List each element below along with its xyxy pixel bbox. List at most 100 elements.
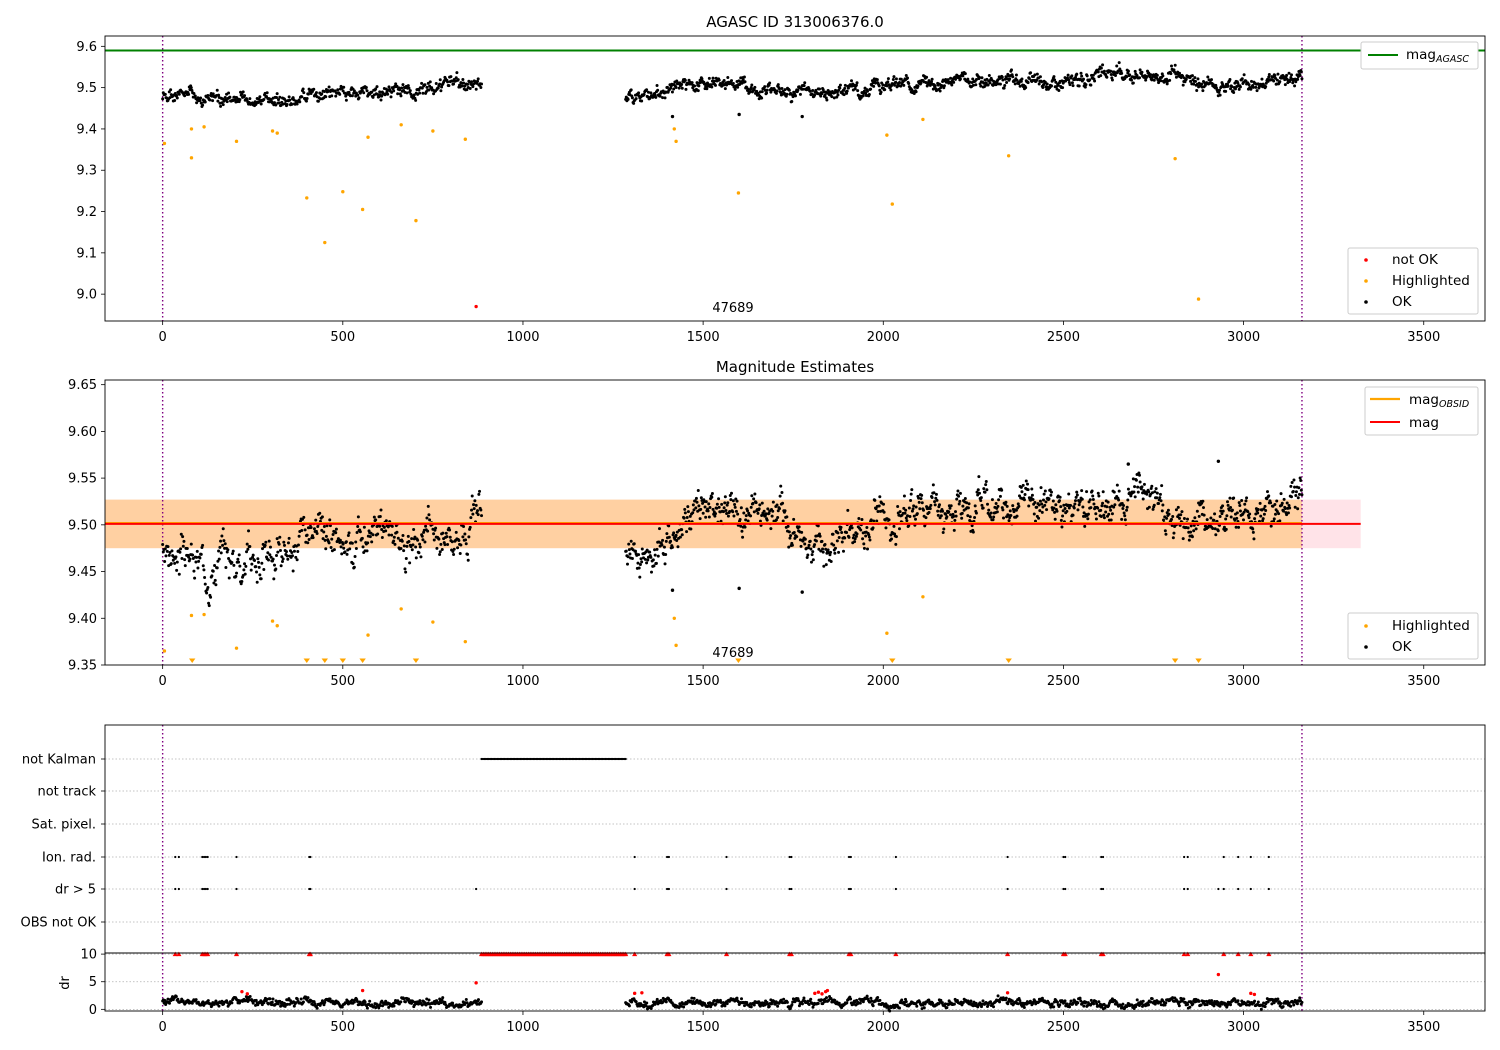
panel1-point-ok	[1275, 78, 1279, 82]
panel2-point-ok	[683, 511, 687, 515]
panel2-point-ok	[682, 516, 686, 520]
panel4-point-ok	[1082, 1004, 1086, 1008]
panel1-point-ok	[1120, 71, 1124, 75]
panel2-point-ok	[1094, 517, 1098, 521]
panel4-point-ok	[1210, 999, 1214, 1003]
panel2-point-ok	[655, 547, 659, 551]
panel2-point-ok	[857, 517, 861, 521]
panel2-point-ok	[778, 494, 782, 498]
panel1-point-ok	[1070, 74, 1074, 78]
panel2-point-ok	[979, 496, 983, 500]
panel2-point-ok	[173, 561, 177, 565]
panel1-point-ok	[632, 101, 636, 105]
panel2-point-ok	[860, 518, 864, 522]
panel1-point-ok	[414, 98, 418, 102]
panel1-point-ok	[199, 96, 203, 100]
panel4-point-ok	[1063, 999, 1067, 1003]
panel2-point-ok	[731, 499, 735, 503]
panel1-point-ok	[782, 91, 786, 95]
panel2-point-ok	[1235, 516, 1239, 520]
panel2-point-ok	[753, 492, 757, 496]
panel1-point-ok	[726, 75, 730, 79]
panel1-point-ok	[238, 98, 242, 102]
panel2-point-ok	[689, 527, 693, 531]
flag-category-label: not Kalman	[22, 753, 96, 768]
panel4-point-ok	[1295, 1002, 1299, 1006]
panel1-point-ok	[927, 79, 931, 83]
panel2-point-ok	[675, 538, 679, 542]
panel4-point-ok	[735, 996, 739, 1000]
panel2-point-ok	[703, 505, 707, 509]
panel4-point-ok	[476, 998, 480, 1002]
panel2-point-ok	[411, 543, 415, 547]
panel1-point-ok	[1131, 81, 1135, 85]
panel2-point-ok	[432, 538, 436, 542]
panel1-point-highlighted	[202, 125, 206, 129]
panel2-point-ok	[918, 507, 922, 511]
panel2-point-ok	[183, 564, 187, 568]
panel2-point-ok	[947, 510, 951, 514]
panel2-point-ok	[729, 498, 733, 502]
panel2-point-ok	[311, 536, 315, 540]
panel2-point-ok	[1014, 508, 1018, 512]
panel2-point-ok	[1083, 524, 1087, 528]
panel2-point-ok	[711, 507, 715, 511]
panel2-point-ok	[803, 542, 807, 546]
panel2-point-ok	[653, 553, 657, 557]
panel2-point-ok	[294, 555, 298, 559]
panel2-point-ok	[800, 530, 804, 534]
panel2-point-ok	[396, 536, 400, 540]
panel1-point-ok	[195, 101, 199, 105]
panel2-point-ok	[275, 537, 279, 541]
panel1-point-ok	[1201, 89, 1205, 93]
panel4-xtick-label: 1000	[506, 1020, 539, 1035]
panel2-point-ok	[1244, 499, 1248, 503]
panel1-point-ok	[1228, 78, 1232, 82]
panel2-point-ok	[1289, 484, 1293, 488]
panel1-ytick-label: 9.5	[76, 81, 97, 96]
panel1-point-ok	[801, 87, 805, 91]
panel1-xtick-label: 1500	[687, 330, 720, 345]
panel2-point-ok	[1293, 505, 1297, 509]
panel1-point-ok	[405, 91, 409, 95]
panel1-point-ok	[853, 87, 857, 91]
panel1-xtick-label: 0	[159, 330, 167, 345]
panel2-point-ok	[991, 518, 995, 522]
panel2-point-ok	[250, 562, 254, 566]
panel2-point-ok	[1292, 478, 1296, 482]
panel1-point-ok	[713, 83, 717, 87]
legend-label-highlighted: Highlighted	[1392, 273, 1470, 289]
panel1-point-ok	[1197, 81, 1201, 85]
panel1-point-ok	[938, 89, 942, 93]
panel2-point-ok	[464, 542, 468, 546]
panel1-point-ok	[894, 80, 898, 84]
panel2-point-ok	[651, 558, 655, 562]
panel1-point-highlighted	[672, 127, 676, 131]
panel1-point-ok	[750, 83, 754, 87]
panel1-point-ok	[1238, 85, 1242, 89]
panel1-point-highlighted	[921, 117, 925, 122]
flag-point	[206, 887, 209, 891]
panel2-point-ok	[1189, 524, 1193, 528]
panel2-point-ok	[1226, 503, 1230, 507]
panel4-point-ok	[1022, 1006, 1026, 1010]
panel2-point-ok	[296, 543, 300, 547]
panel2-point-ok	[990, 498, 994, 502]
panel2-point-ok	[638, 575, 642, 579]
panel2-point-ok	[281, 557, 285, 561]
panel2-point-ok	[935, 498, 939, 502]
panel2-point-ok	[960, 511, 964, 515]
panel2-ytick-label: 9.50	[68, 518, 97, 533]
panel2-point-ok	[466, 552, 470, 556]
panel2-clipped-marker	[359, 658, 366, 663]
panel1-point-ok	[987, 73, 991, 77]
panel2-point-ok	[1049, 493, 1053, 497]
panel1-point-ok	[387, 85, 391, 89]
panel2-point-ok	[725, 503, 729, 507]
panel2-point-ok	[743, 525, 747, 529]
panel2-point-ok	[376, 532, 380, 536]
panel2-point-ok	[685, 516, 689, 520]
panel1-point-ok	[1014, 73, 1018, 77]
panel2-point-ok	[931, 483, 935, 487]
magnitude-estimates-panel: Magnitude Estimates 0 500 1000 1500 2000 2500…	[68, 358, 1486, 689]
